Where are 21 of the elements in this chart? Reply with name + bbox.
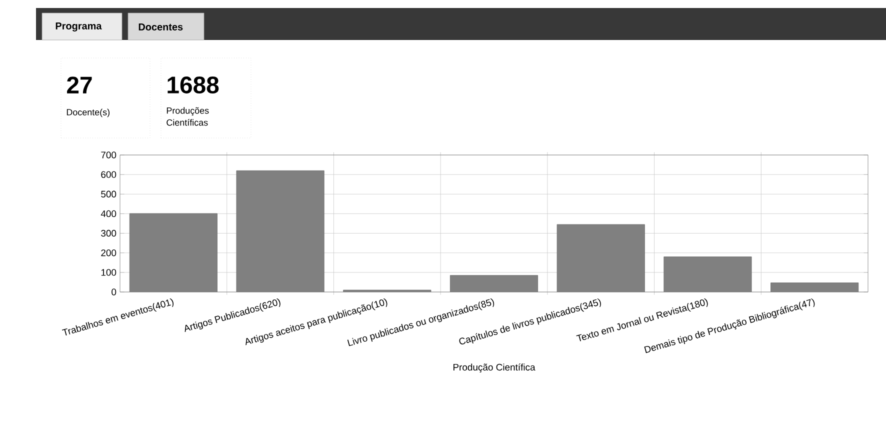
x-axis-title: Produção Científica	[453, 364, 536, 372]
bar	[770, 282, 859, 292]
y-tick-label: 600	[101, 171, 116, 178]
bar	[664, 256, 752, 292]
text: 1688	[168, 76, 219, 94]
text: 27	[67, 76, 92, 94]
text: Produções Científicas	[166, 107, 209, 126]
text: Docente(s)	[66, 108, 110, 118]
y-tick-label: 200	[101, 249, 116, 256]
y-tick-label: 100	[101, 269, 116, 276]
text: Programa	[56, 22, 102, 32]
y-tick-label: 500	[101, 190, 116, 198]
y-tick-label: 0	[112, 288, 116, 296]
bar	[450, 275, 538, 292]
text: Docentes	[138, 24, 183, 30]
y-tick-label: 300	[101, 230, 116, 237]
bar	[236, 170, 324, 292]
bar	[129, 213, 218, 292]
bar	[556, 224, 645, 292]
y-tick-label: 400	[100, 210, 116, 218]
y-tick-label: 700	[101, 152, 116, 158]
